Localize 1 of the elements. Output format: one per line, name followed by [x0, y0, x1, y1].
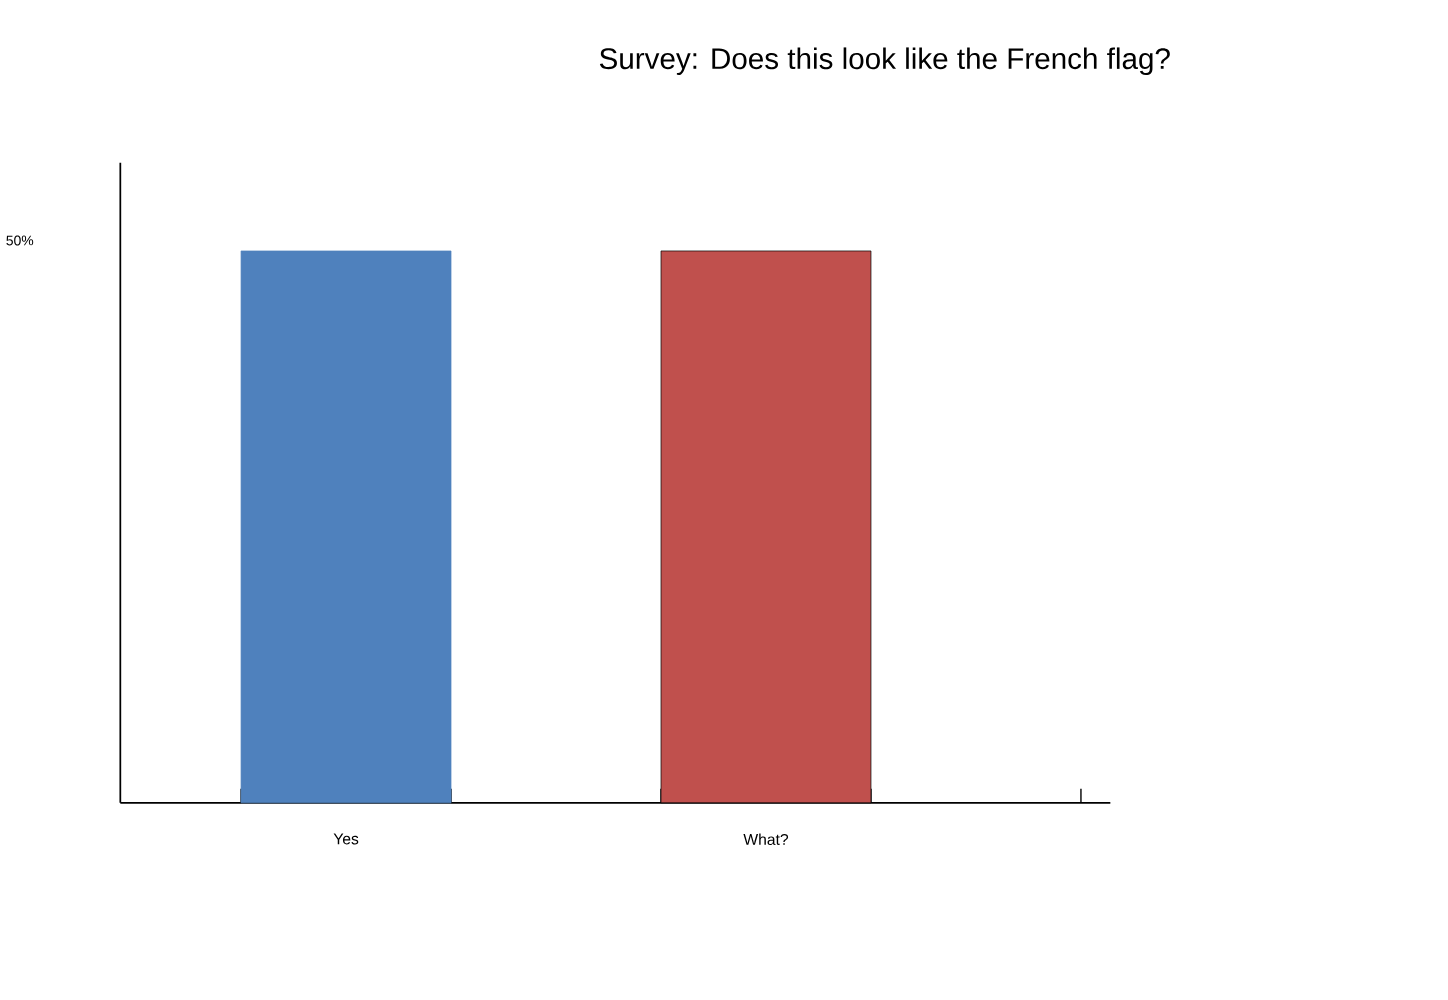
chart-title: Survey: Does this look like the French flag?	[599, 47, 1170, 75]
